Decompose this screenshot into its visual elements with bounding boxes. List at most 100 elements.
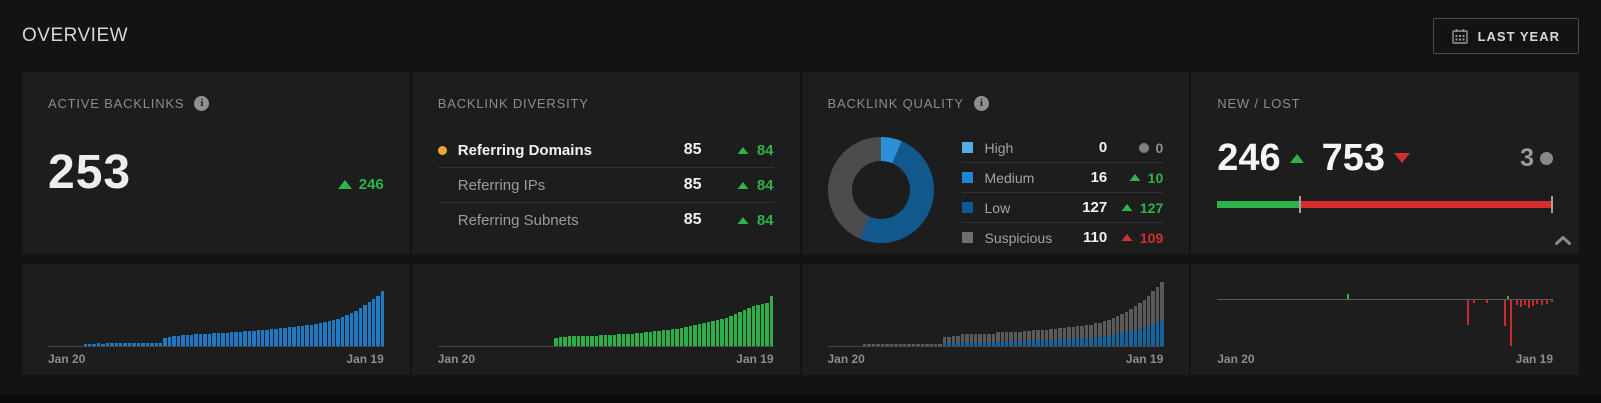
lost-spike bbox=[1520, 300, 1523, 307]
panel-backlink-quality: BACKLINK QUALITY High 0 0 Medium 16 10 bbox=[801, 72, 1190, 254]
bar bbox=[221, 333, 225, 346]
bar bbox=[563, 337, 567, 346]
bar bbox=[225, 333, 229, 346]
diversity-row-referring-subnets[interactable]: Referring Subnets 85 84 bbox=[437, 202, 774, 237]
lost-spike bbox=[1541, 300, 1544, 305]
lost-spike bbox=[1467, 300, 1470, 325]
bars bbox=[828, 274, 1164, 346]
legend-square-icon bbox=[961, 202, 973, 213]
triangle-down-icon bbox=[1394, 153, 1411, 163]
bar bbox=[296, 326, 300, 346]
lost-spike bbox=[1485, 300, 1488, 303]
bar bbox=[323, 322, 327, 346]
bar bbox=[956, 336, 960, 346]
bar bbox=[1124, 312, 1129, 346]
lost-spike bbox=[1510, 300, 1513, 346]
bottom-strip bbox=[0, 395, 1601, 403]
bar bbox=[1080, 326, 1084, 346]
donut-hole bbox=[851, 161, 910, 219]
bar bbox=[590, 336, 594, 346]
date-range-button[interactable]: LAST YEAR bbox=[1432, 18, 1579, 54]
lost-spike bbox=[1473, 300, 1476, 303]
bar bbox=[1151, 291, 1155, 346]
bar bbox=[1129, 309, 1133, 346]
bar bbox=[599, 335, 603, 346]
bar bbox=[635, 333, 639, 346]
bar bbox=[711, 321, 715, 346]
bar bbox=[96, 343, 101, 346]
bar bbox=[318, 323, 323, 346]
bar bbox=[554, 338, 558, 346]
bar bbox=[661, 330, 666, 346]
bar bbox=[1067, 327, 1071, 346]
bar bbox=[181, 335, 185, 346]
panel-title: NEW / LOST bbox=[1217, 96, 1301, 111]
bar bbox=[644, 332, 648, 346]
panel-title: BACKLINK DIVERSITY bbox=[437, 96, 589, 111]
pending-group: 3 bbox=[1520, 144, 1553, 173]
quality-donut-chart bbox=[827, 137, 934, 243]
bar bbox=[243, 331, 247, 346]
bar bbox=[889, 344, 894, 346]
triangle-up-icon bbox=[1129, 173, 1141, 182]
bar bbox=[1027, 331, 1031, 346]
legend-square-icon bbox=[961, 172, 973, 183]
bar bbox=[185, 335, 189, 346]
bar bbox=[626, 334, 630, 346]
bar bbox=[274, 329, 278, 346]
bar bbox=[194, 334, 198, 346]
bar bbox=[973, 334, 978, 346]
bar bbox=[871, 344, 876, 346]
bar bbox=[585, 336, 590, 346]
bar bbox=[1009, 332, 1013, 346]
bar bbox=[252, 331, 256, 346]
bar bbox=[1036, 330, 1040, 346]
lost-spike bbox=[1503, 300, 1506, 326]
bar bbox=[733, 314, 738, 346]
bar bbox=[639, 333, 644, 346]
bar bbox=[229, 332, 234, 346]
legend-square-icon bbox=[961, 232, 973, 243]
bar bbox=[738, 312, 742, 346]
new-spike bbox=[1506, 296, 1509, 299]
pending-dot-icon bbox=[1540, 151, 1553, 165]
bar bbox=[132, 343, 136, 346]
bar-tick bbox=[1298, 196, 1301, 213]
bar bbox=[898, 344, 902, 346]
bar bbox=[885, 344, 889, 346]
bar bbox=[907, 344, 911, 346]
bar bbox=[198, 334, 203, 346]
bar bbox=[336, 319, 340, 346]
bar bbox=[345, 315, 349, 346]
lost-bar-segment bbox=[1299, 201, 1553, 208]
bar bbox=[278, 328, 283, 346]
kpi-row: ACTIVE BACKLINKS 253 246 BACKLINK DIVERS… bbox=[22, 72, 1579, 254]
lost-spike bbox=[1536, 300, 1539, 304]
collapse-chevron-icon[interactable] bbox=[1555, 232, 1571, 250]
bar bbox=[305, 325, 309, 346]
diversity-row-referring-domains[interactable]: Referring Domains 85 84 bbox=[437, 133, 774, 167]
pending-count: 3 bbox=[1520, 143, 1534, 172]
bar bbox=[987, 334, 991, 346]
bar bbox=[1076, 326, 1080, 346]
stacked-bar-sparkline bbox=[827, 274, 1164, 347]
bars bbox=[48, 274, 385, 346]
diversity-row-referring-ips[interactable]: Referring IPs 85 84 bbox=[437, 167, 774, 202]
triangle-up-icon bbox=[737, 216, 749, 224]
bar bbox=[349, 313, 354, 346]
bar bbox=[114, 343, 118, 346]
info-icon[interactable] bbox=[194, 96, 210, 111]
bar bbox=[1102, 321, 1107, 346]
active-backlinks-change: 246 bbox=[337, 176, 384, 197]
bar bbox=[212, 333, 216, 346]
bar bbox=[203, 334, 207, 346]
quality-legend: High 0 0 Medium 16 10 Low 127 127 bbox=[961, 133, 1164, 252]
info-icon[interactable] bbox=[973, 96, 989, 111]
bar bbox=[87, 344, 92, 346]
bar bbox=[105, 343, 110, 346]
bar bbox=[1138, 303, 1142, 346]
calendar-icon bbox=[1451, 28, 1468, 44]
triangle-up-icon bbox=[737, 146, 749, 154]
bar bbox=[1115, 316, 1120, 346]
bar bbox=[880, 344, 885, 346]
